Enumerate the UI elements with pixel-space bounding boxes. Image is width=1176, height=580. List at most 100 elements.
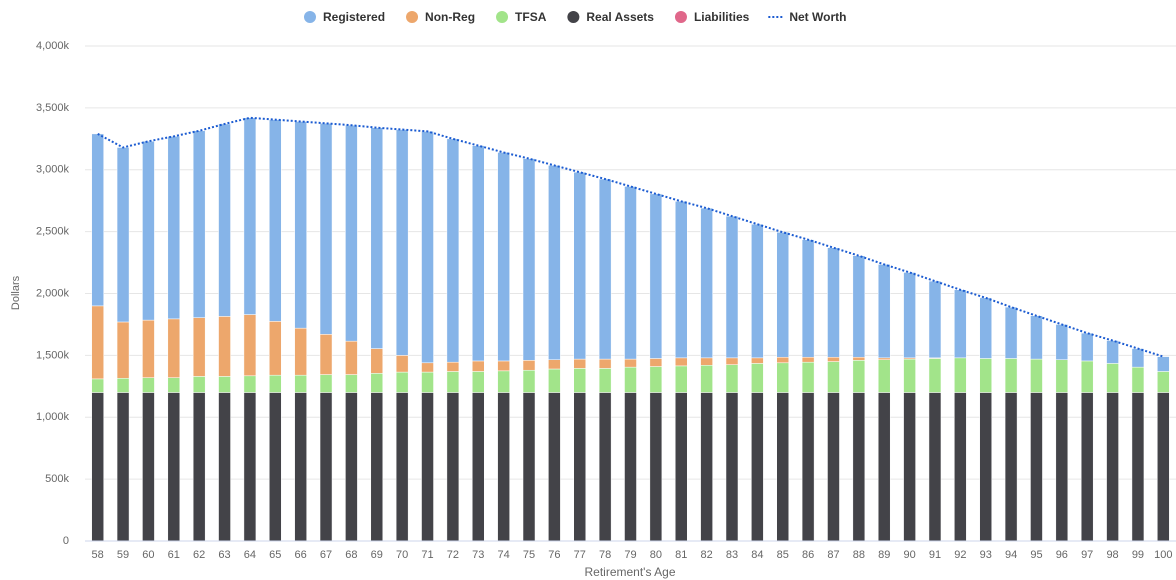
x-tick-label: 95 <box>1030 549 1042 561</box>
x-tick-label: 74 <box>498 549 510 561</box>
bar-segment <box>827 392 840 542</box>
bar-segment <box>1004 306 1018 359</box>
x-tick-label: 73 <box>472 549 484 561</box>
bar-segment <box>1131 348 1145 368</box>
bar-segment <box>116 147 130 323</box>
legend-symbol <box>674 11 687 23</box>
bar-segment <box>395 392 409 542</box>
bar-segment <box>852 356 866 361</box>
legend-symbol <box>496 11 509 23</box>
bar-segment <box>446 371 460 393</box>
bar-segment <box>1080 360 1094 393</box>
bar-segment <box>192 376 206 393</box>
legend-label: Net Worth <box>789 10 846 24</box>
bar-segment <box>218 376 231 393</box>
x-tick-label: 81 <box>675 549 687 561</box>
bar-segment <box>472 145 485 362</box>
x-tick-label: 83 <box>726 549 738 561</box>
y-tick-label: 0 <box>63 535 69 547</box>
x-tick-label: 96 <box>1056 549 1068 561</box>
bar-segment <box>624 358 637 368</box>
bar-segment <box>218 316 231 377</box>
bar-segment <box>1030 358 1043 393</box>
bar-segment <box>598 392 612 542</box>
x-tick-label: 65 <box>269 549 281 561</box>
bar-segment <box>446 361 460 372</box>
bar-segment <box>700 365 713 393</box>
bar-segment <box>319 374 333 393</box>
bar-segment <box>852 360 866 393</box>
bar-segment <box>91 305 104 380</box>
bar-segment <box>1080 392 1094 542</box>
bar-segment <box>1131 392 1145 542</box>
x-tick-label: 94 <box>1005 549 1017 561</box>
legend-symbol <box>304 11 316 23</box>
bar-segment <box>548 359 561 370</box>
bar-segment <box>1106 392 1119 542</box>
bar-segment <box>472 371 485 393</box>
bar-segment <box>548 165 561 360</box>
x-tick-label: 86 <box>802 549 814 561</box>
bar-segment <box>852 392 866 542</box>
bar-segment <box>725 364 739 393</box>
bar-segment <box>522 392 536 542</box>
bar-segment <box>370 127 384 349</box>
bar-segment <box>269 392 282 542</box>
bar-segment <box>497 360 510 372</box>
x-tick-label: 84 <box>751 549 763 561</box>
bar-segment <box>116 321 130 379</box>
bar-segment <box>116 392 130 542</box>
bar-segment <box>903 392 916 542</box>
bar-segment <box>649 193 663 359</box>
bar-segment <box>1157 356 1170 372</box>
bar-segment <box>1131 366 1145 393</box>
bar-segment <box>395 129 409 356</box>
bar-segment <box>954 357 967 393</box>
bar-segment <box>598 368 612 393</box>
y-tick-label: 1,500k <box>36 349 70 361</box>
bar-segment <box>319 123 333 335</box>
bar-segment <box>1055 324 1069 360</box>
bar-segment <box>548 392 561 542</box>
legend-label: Non-Reg <box>425 10 475 24</box>
x-tick-label: 82 <box>700 549 712 561</box>
legend-label: TFSA <box>515 10 547 24</box>
legend-symbol <box>406 11 419 23</box>
bar-segment <box>421 371 434 393</box>
bar-segment <box>370 373 384 393</box>
bar-segment <box>624 186 637 360</box>
y-tick-label: 2,500k <box>36 226 70 238</box>
bar-segment <box>269 321 282 376</box>
bar-segment <box>877 264 891 359</box>
bar-segment <box>91 392 104 542</box>
bar-segment <box>1055 359 1069 393</box>
bar-segment <box>497 370 510 393</box>
bar-segment <box>1004 358 1018 393</box>
bar-segment <box>548 368 561 393</box>
bar-segment <box>852 255 866 358</box>
bar-segment <box>421 362 434 373</box>
bar-segment <box>674 201 688 359</box>
bar-segment <box>827 247 840 358</box>
bar-segment <box>269 374 282 393</box>
y-tick-label: 3,500k <box>36 102 70 114</box>
legend-symbol <box>567 11 580 23</box>
bar-segment <box>1030 392 1043 542</box>
bar-segment <box>674 357 688 367</box>
bar-segment <box>751 363 764 393</box>
bar-segment <box>497 152 510 362</box>
bar-segment <box>395 355 409 373</box>
bar-segment <box>801 361 815 393</box>
bar-segment <box>319 392 333 542</box>
bar-segment <box>827 361 840 393</box>
bar-segment <box>269 119 282 322</box>
bar-segment <box>751 223 764 359</box>
bar-segment <box>1055 392 1069 542</box>
bar-segment <box>573 171 587 360</box>
x-tick-label: 62 <box>193 549 205 561</box>
bar-segment <box>928 358 942 393</box>
x-tick-label: 61 <box>168 549 180 561</box>
x-tick-label: 87 <box>827 549 839 561</box>
bar-segment <box>421 131 434 364</box>
